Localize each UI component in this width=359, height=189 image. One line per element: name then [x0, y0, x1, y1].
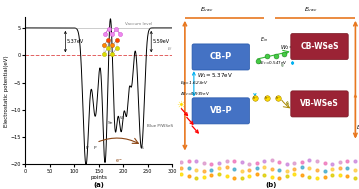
- Text: (a): (a): [93, 182, 104, 188]
- Text: $W_2$= 5.59eV: $W_2$= 5.59eV: [280, 43, 316, 52]
- Text: (b): (b): [265, 182, 277, 188]
- Text: ☀: ☀: [176, 100, 185, 110]
- Text: $h^+$: $h^+$: [264, 94, 271, 101]
- Text: 5.59eV: 5.59eV: [153, 39, 170, 44]
- Text: $W_1$= 5.37eV: $W_1$= 5.37eV: [197, 71, 233, 80]
- Y-axis label: Electrostatic potential(eV): Electrostatic potential(eV): [4, 55, 9, 126]
- Text: g: g: [280, 63, 283, 67]
- Text: CB-WSeS: CB-WSeS: [300, 42, 339, 51]
- Text: $h^+$: $h^+$: [275, 94, 281, 101]
- Text: $E_{vac}$: $E_{vac}$: [304, 5, 317, 14]
- Text: Blue P/WSeS: Blue P/WSeS: [147, 124, 173, 128]
- Text: $E_{in}$: $E_{in}$: [260, 35, 268, 44]
- Text: A: A: [285, 101, 289, 106]
- Text: e$^-$: e$^-$: [115, 158, 123, 165]
- Text: $E_f$: $E_f$: [167, 45, 173, 53]
- Text: $E_g$=1.623eV: $E_g$=1.623eV: [181, 79, 209, 88]
- Text: $E_{vac}$: $E_{vac}$: [200, 5, 213, 14]
- Text: $h^+$: $h^+$: [252, 94, 258, 101]
- Text: P: P: [85, 146, 88, 150]
- Text: VB-WSeS: VB-WSeS: [300, 99, 339, 108]
- Text: VB-P: VB-P: [209, 106, 232, 115]
- Text: $\Delta E_v$=0.939eV: $\Delta E_v$=0.939eV: [181, 90, 210, 98]
- Text: Vaccum level: Vaccum level: [125, 22, 153, 26]
- Text: 5.37eV: 5.37eV: [67, 39, 84, 44]
- Text: S: S: [140, 146, 143, 150]
- X-axis label: points: points: [90, 175, 107, 180]
- Text: W: W: [120, 116, 124, 120]
- Text: P: P: [94, 146, 97, 150]
- FancyBboxPatch shape: [291, 33, 348, 60]
- FancyBboxPatch shape: [291, 91, 348, 117]
- FancyBboxPatch shape: [192, 98, 250, 124]
- FancyBboxPatch shape: [192, 44, 250, 70]
- Text: $E_F$: $E_F$: [356, 123, 359, 132]
- Text: CB-P: CB-P: [210, 53, 232, 61]
- Text: $\Delta E_c$=0.547eV: $\Delta E_c$=0.547eV: [258, 59, 288, 67]
- Text: Se: Se: [108, 122, 114, 125]
